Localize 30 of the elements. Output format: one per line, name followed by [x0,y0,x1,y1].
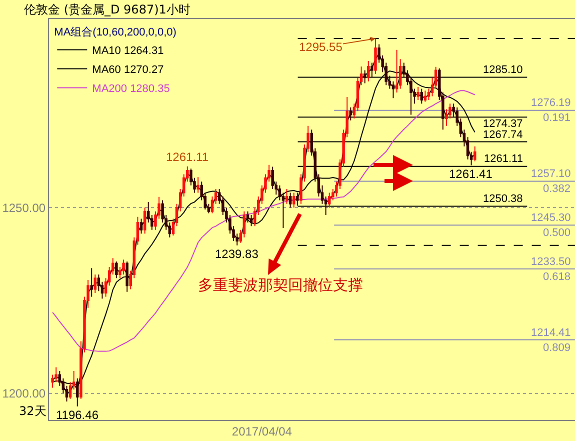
text: 32天 [19,404,46,418]
legend-label: MA60 1270.27 [92,64,164,76]
ref-line-label: 1276.19 [531,97,571,109]
legend-title: MA组合(10,60,200,0,0,0) [54,25,176,38]
annotation: 0.809 [543,342,571,354]
annotation: 0.191 [543,112,571,124]
ref-line-label: 1214.41 [531,327,571,339]
ref-line-label: 1274.37 [483,118,523,130]
annotation: 0.618 [543,271,571,283]
x-tick-label: 2017/04/04 [232,424,292,438]
y-tick-label: 1200.00 [2,386,46,400]
ref-line-label: 1267.74 [483,129,523,141]
ref-line-label: 1233.50 [531,256,571,268]
annotation: 1239.83 [215,247,259,261]
ref-line-label: 1245.30 [531,212,571,224]
annotation: 1295.55 [299,40,343,54]
annotation: 0.500 [543,227,571,239]
ref-line-label: 1250.38 [483,193,523,205]
ref-line-label: 1285.10 [483,64,523,76]
legend-label: MA200 1280.35 [92,83,170,96]
annotation: 多重斐波那契回撤位支撑 [198,276,363,294]
y-tick-label: 1250.00 [2,200,46,215]
ref-line-label: 1261.11 [484,153,523,165]
annotation: 1196.46 [56,408,99,422]
legend-label: MA10 1264.31 [92,45,164,58]
ref-line-label: 1257.10 [531,168,571,180]
annotation: 0.382 [543,183,571,195]
annotation: 1261.11 [166,150,209,164]
chart-title: 伦敦金 (贵金属_D 9687)1小时 [24,2,190,17]
annotation: 1261.41 [449,167,493,181]
